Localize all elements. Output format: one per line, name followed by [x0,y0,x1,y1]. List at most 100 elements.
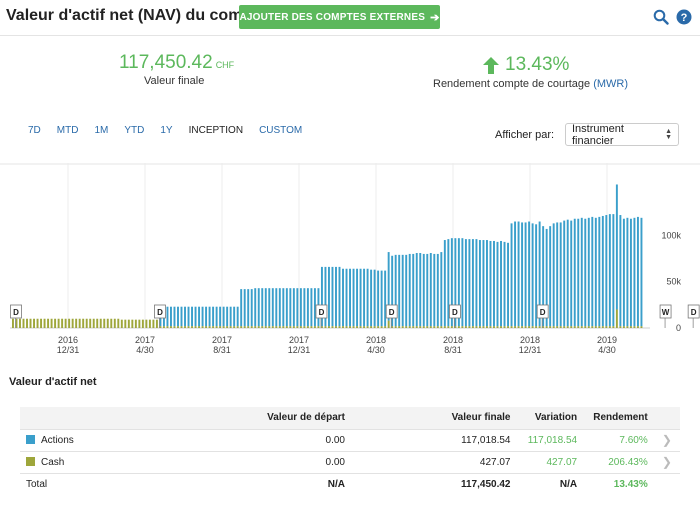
actions-bar [619,215,622,327]
actions-bar [549,226,552,327]
actions-bar [570,220,573,327]
table-row[interactable]: Cash 0.00 427.07 427.07 206.43% ❯ [20,450,680,473]
display-by-select[interactable]: Instrument financier ▲ ▼ [565,122,679,147]
actions-bar [629,218,632,327]
actions-bar [320,266,323,327]
cash-bar [292,326,295,328]
period-mtd[interactable]: MTD [56,125,79,136]
actions-bar [233,306,236,327]
cash-bar [15,318,18,328]
row-name-cell: Actions [20,428,182,451]
nav-section-title: Valeur d'actif net [9,376,97,388]
cash-bar [96,318,99,328]
event-marker-box [10,304,22,319]
cash-bar [131,319,134,328]
actions-bar [331,266,334,327]
actions-bar [264,288,267,327]
cash-bar [162,326,165,328]
cash-bar [535,326,538,328]
cash-bar [194,326,197,328]
cash-bar [552,326,555,328]
actions-bar [531,223,534,327]
actions-bar [426,253,429,327]
actions-bar [299,288,302,327]
event-marker-label: D [13,308,19,317]
x-tick-date: 8/31 [444,345,462,355]
cash-bar [345,326,348,328]
chevron-right-icon[interactable]: ❯ [653,450,680,473]
cash-bar [591,326,594,328]
cash-bar [408,326,411,328]
total-start: N/A [181,472,351,495]
return-label-abbr: (MWR) [593,78,629,90]
actions-bar [257,288,260,327]
cash-bar [559,326,562,328]
page-title: Valeur d'actif net (NAV) du compte [6,7,267,24]
actions-bar [349,268,351,327]
cash-bar [148,319,151,328]
cash-bar [384,326,387,328]
actions-bar [391,255,394,327]
cash-bar [212,326,215,328]
actions-bar [191,306,193,327]
cash-bar [99,318,102,328]
actions-bar [636,216,639,327]
return-label-text: Rendement compte de courtage [433,78,591,90]
cash-bar [370,326,373,328]
table-row[interactable]: Actions 0.00 117,018.54 117,018.54 7.60%… [20,428,680,451]
actions-bar [335,266,337,327]
period-ytd[interactable]: YTD [124,125,145,136]
cash-bar [33,318,35,328]
actions-bar [394,254,397,327]
row-return: 206.43% [583,450,654,473]
help-icon[interactable]: ? [676,9,692,25]
cash-bar [226,326,229,328]
cash-bar [447,326,450,328]
cash-bar [261,326,264,328]
period-inception[interactable]: INCEPTION [188,125,244,136]
cash-bar [517,326,520,328]
actions-bar [640,217,643,327]
period-custom[interactable]: CUSTOM [259,125,303,136]
top-header: Valeur d'actif net (NAV) du compte AJOUT… [0,0,700,36]
chevron-right-icon[interactable]: ❯ [653,428,680,451]
period-7d[interactable]: 7D [28,125,41,136]
display-by-value: Instrument financier [572,122,624,147]
final-value-amount: 117,450.42 [119,52,213,73]
actions-bar [521,222,524,327]
actions-bar [338,266,341,327]
period-1y[interactable]: 1Y [160,125,173,136]
x-tick-date: 4/30 [367,345,385,355]
row-name: Actions [41,434,74,446]
cash-bar [510,326,513,328]
event-marker-label: D [319,308,325,317]
cash-bar [524,326,527,328]
cash-bar [110,318,113,328]
return-summary: 13.43% [483,54,569,76]
row-name-cell: Cash [20,450,182,473]
period-1m[interactable]: 1M [94,125,109,136]
actions-bar [187,306,190,327]
actions-bar [447,239,450,327]
event-marker-label: D [691,308,697,317]
add-external-accounts-button[interactable]: AJOUTER DES COMPTES EXTERNES ➔ [239,5,440,29]
cash-bar [313,326,316,328]
actions-bar [503,241,506,327]
actions-bar [243,289,246,327]
search-icon[interactable] [653,9,669,25]
actions-bar [507,242,509,327]
actions-bar [201,306,204,327]
cash-bar [85,318,88,328]
cash-bar [566,326,569,328]
cash-bar [187,326,190,328]
actions-bar [433,253,436,327]
x-tick-year: 2018 [366,335,386,345]
actions-bar [482,240,485,327]
cash-bar [243,326,246,328]
cash-bar [47,318,50,328]
cash-bar [521,326,524,328]
cash-bar [563,326,566,328]
cash-bar [405,326,408,328]
cash-bar [475,326,478,328]
actions-bar [198,306,201,327]
